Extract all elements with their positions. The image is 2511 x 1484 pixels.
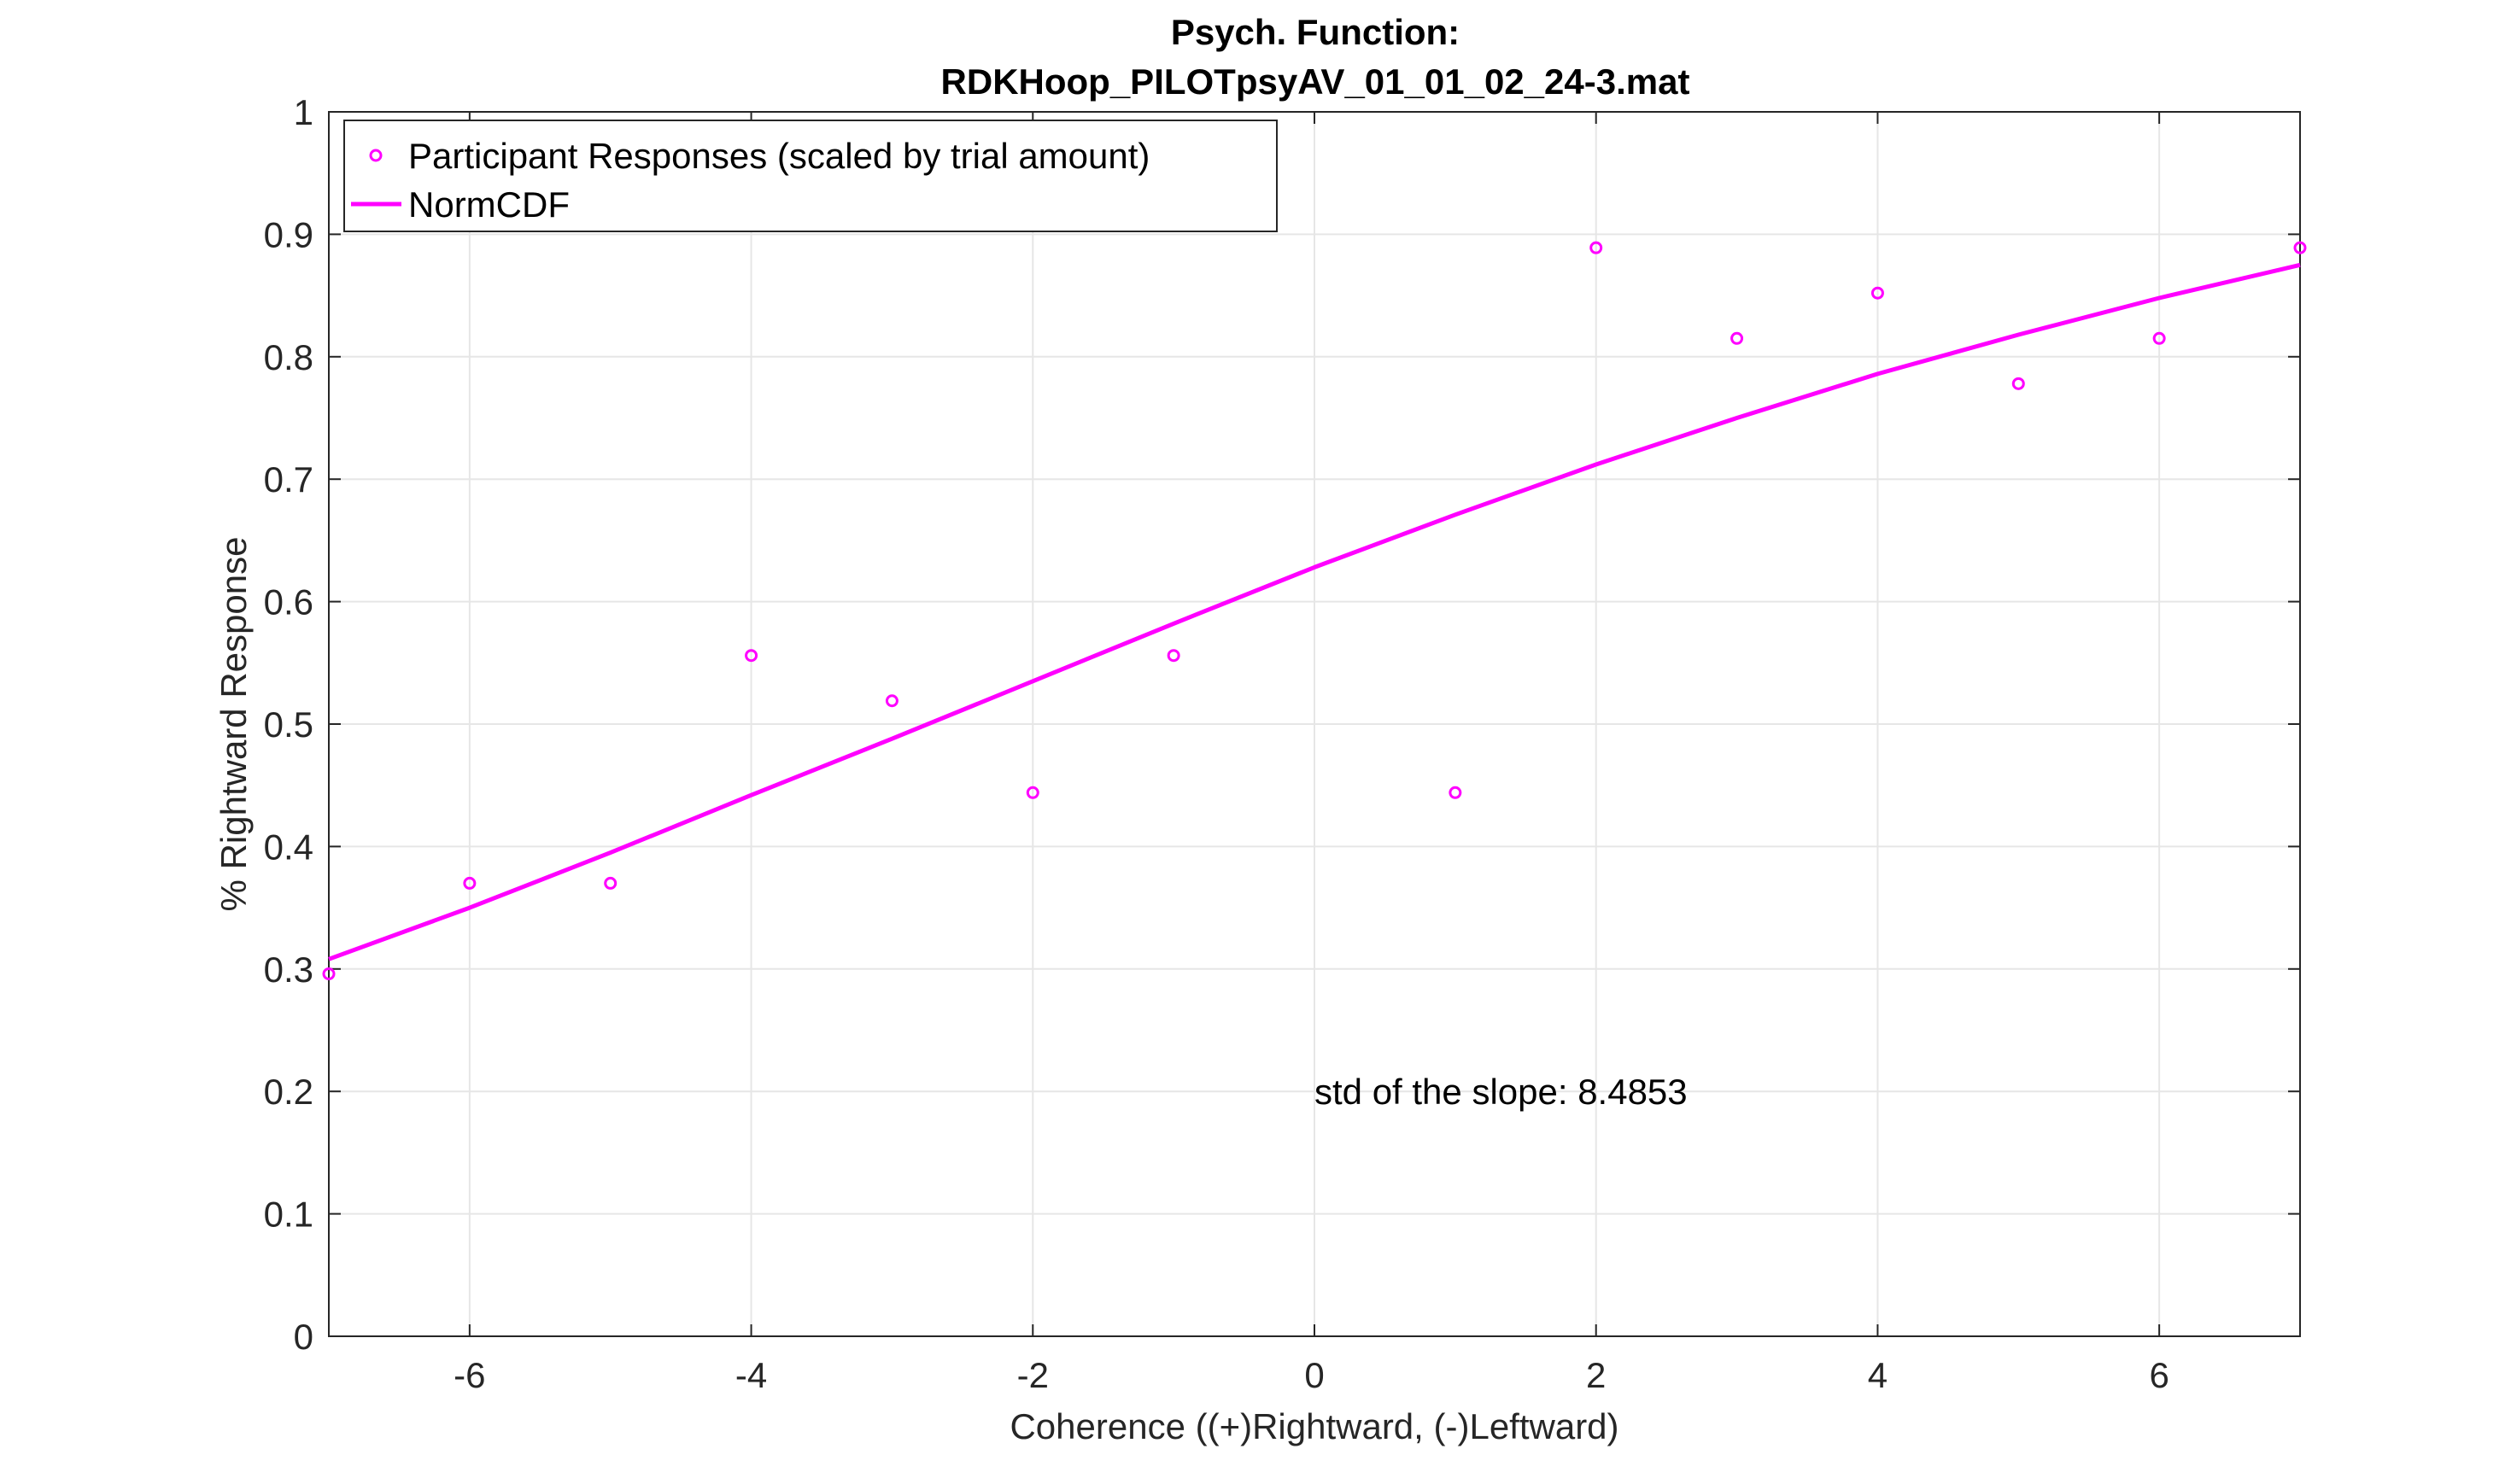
- response-point: [745, 649, 758, 663]
- y-tick-label: 0.7: [264, 459, 313, 500]
- axis-ticks: -6 -4 -2 0 2 4 6 0 0.1 0.2 0.3 0.4 0.5 0.6 0.7 0.8 0.9 1: [264, 92, 2300, 1395]
- y-axis-label: % Rightward Response: [214, 537, 254, 912]
- legend-box: [343, 120, 1278, 232]
- response-point: [1026, 786, 1039, 799]
- normcdf-fit-line: [328, 262, 2301, 961]
- response-point: [322, 967, 336, 981]
- y-tick-label: 0.9: [264, 214, 313, 254]
- response-point: [604, 876, 618, 890]
- y-tick-label: 0.3: [264, 949, 313, 990]
- legend-label-scatter: Participant Responses (scaled by trial a…: [408, 136, 1150, 176]
- slope-std-annotation: std of the slope: 8.4853: [1314, 1072, 1688, 1112]
- x-tick-label: 0: [1304, 1355, 1324, 1395]
- x-tick-label: 2: [1586, 1355, 1606, 1395]
- response-point: [2152, 331, 2166, 345]
- legend: Participant Responses (scaled by trial a…: [343, 120, 1278, 232]
- response-point: [463, 876, 477, 890]
- x-tick-label: -2: [1017, 1355, 1049, 1395]
- response-point: [1589, 241, 1603, 254]
- x-tick-label: -6: [454, 1355, 485, 1395]
- y-tick-label: 0.1: [264, 1195, 313, 1235]
- response-point: [1730, 331, 1744, 345]
- response-point: [1449, 786, 1462, 799]
- response-point: [1167, 649, 1180, 663]
- y-tick-label: 0.5: [264, 704, 313, 745]
- x-tick-label: 4: [1868, 1355, 1888, 1395]
- y-tick-label: 0: [294, 1317, 313, 1357]
- response-point: [2293, 241, 2307, 254]
- y-tick-label: 0.4: [264, 827, 313, 867]
- y-tick-label: 0.2: [264, 1072, 313, 1112]
- y-tick-label: 1: [294, 92, 313, 132]
- response-point: [2011, 377, 2025, 390]
- legend-label-line: NormCDF: [408, 184, 570, 225]
- response-point: [1870, 286, 1884, 300]
- y-tick-label: 0.6: [264, 582, 313, 622]
- x-axis-label: Coherence ((+)Rightward, (-)Leftward): [1010, 1406, 1618, 1446]
- chart-title-line-2: RDKHoop_PILOTpsyAV_01_01_02_24-3.mat: [941, 61, 1690, 102]
- response-point: [885, 694, 898, 708]
- y-tick-label: 0.8: [264, 337, 313, 377]
- data-series: [322, 241, 2307, 981]
- x-tick-label: -4: [735, 1355, 767, 1395]
- chart-title-line-1: Psych. Function:: [1171, 12, 1460, 52]
- x-tick-label: 6: [2149, 1355, 2169, 1395]
- annotations: std of the slope: 8.4853: [1314, 1072, 1688, 1112]
- legend-marker-scatter: [369, 149, 383, 162]
